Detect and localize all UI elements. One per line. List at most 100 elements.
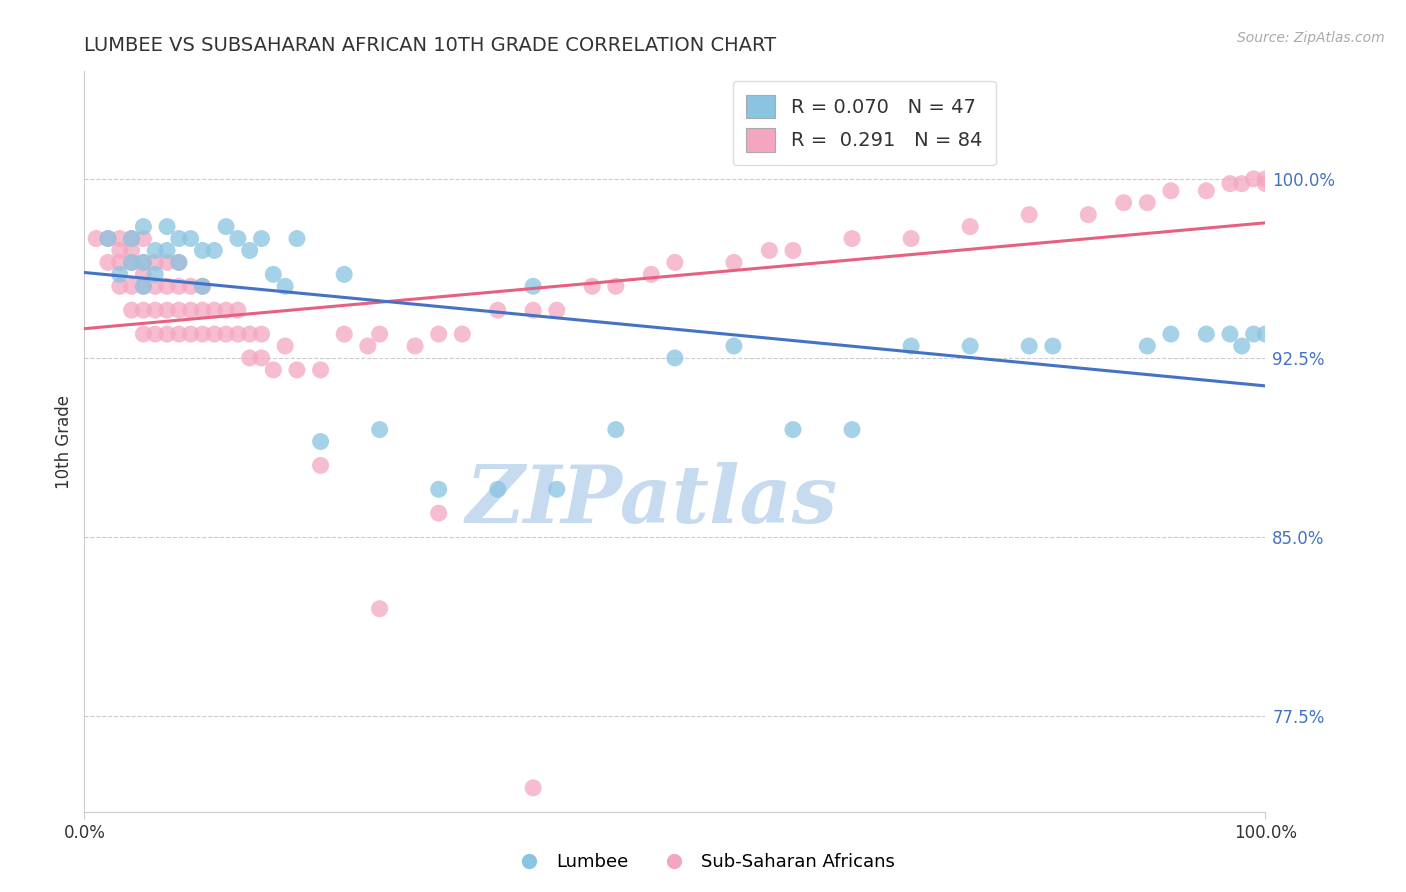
Point xyxy=(156,219,179,234)
Point xyxy=(132,279,155,293)
Text: ZIPatlas: ZIPatlas xyxy=(465,462,838,540)
Point xyxy=(180,327,202,342)
Point xyxy=(121,303,143,318)
Text: LUMBEE VS SUBSAHARAN AFRICAN 10TH GRADE CORRELATION CHART: LUMBEE VS SUBSAHARAN AFRICAN 10TH GRADE … xyxy=(84,36,776,54)
Point xyxy=(1254,177,1277,191)
Point xyxy=(132,303,155,318)
Point xyxy=(97,231,120,245)
Point xyxy=(451,327,474,342)
Point xyxy=(239,351,262,365)
Point xyxy=(1230,339,1253,353)
Legend: Lumbee, Sub-Saharan Africans: Lumbee, Sub-Saharan Africans xyxy=(503,847,903,879)
Point xyxy=(723,255,745,269)
Point xyxy=(84,231,107,245)
Point xyxy=(121,231,143,245)
Point xyxy=(132,231,155,245)
Point xyxy=(202,303,225,318)
Point xyxy=(132,268,155,282)
Point xyxy=(167,255,190,269)
Point xyxy=(239,327,262,342)
Point xyxy=(191,279,214,293)
Point xyxy=(121,255,143,269)
Point xyxy=(486,483,509,497)
Point xyxy=(581,279,603,293)
Point xyxy=(143,327,166,342)
Point xyxy=(723,339,745,353)
Point xyxy=(959,219,981,234)
Point xyxy=(368,423,391,437)
Point xyxy=(1195,327,1218,342)
Point xyxy=(97,255,120,269)
Point xyxy=(121,279,143,293)
Point xyxy=(156,303,179,318)
Point xyxy=(782,423,804,437)
Point xyxy=(143,303,166,318)
Point xyxy=(782,244,804,258)
Point xyxy=(108,268,131,282)
Point xyxy=(108,231,131,245)
Point xyxy=(250,327,273,342)
Point xyxy=(522,780,544,795)
Point xyxy=(285,231,308,245)
Point xyxy=(180,303,202,318)
Point xyxy=(546,303,568,318)
Point xyxy=(97,231,120,245)
Point xyxy=(215,303,238,318)
Point xyxy=(250,231,273,245)
Point xyxy=(239,244,262,258)
Text: Source: ZipAtlas.com: Source: ZipAtlas.com xyxy=(1237,31,1385,45)
Point xyxy=(202,327,225,342)
Point xyxy=(226,327,249,342)
Point xyxy=(1160,327,1182,342)
Point xyxy=(605,423,627,437)
Point xyxy=(191,279,214,293)
Point xyxy=(1219,327,1241,342)
Point xyxy=(143,255,166,269)
Point xyxy=(404,339,426,353)
Point xyxy=(1136,195,1159,210)
Point xyxy=(156,279,179,293)
Point xyxy=(262,363,284,377)
Point xyxy=(1160,184,1182,198)
Point xyxy=(333,268,356,282)
Point xyxy=(167,231,190,245)
Point xyxy=(226,231,249,245)
Point xyxy=(546,483,568,497)
Point xyxy=(132,327,155,342)
Point xyxy=(486,303,509,318)
Point xyxy=(900,231,922,245)
Point xyxy=(215,219,238,234)
Point xyxy=(368,327,391,342)
Point xyxy=(121,255,143,269)
Point xyxy=(309,434,332,449)
Point xyxy=(1254,171,1277,186)
Point xyxy=(1219,177,1241,191)
Point xyxy=(522,279,544,293)
Point xyxy=(156,244,179,258)
Point xyxy=(108,244,131,258)
Point xyxy=(180,279,202,293)
Point xyxy=(143,279,166,293)
Point xyxy=(1243,327,1265,342)
Point xyxy=(605,279,627,293)
Point xyxy=(274,279,297,293)
Point xyxy=(368,601,391,615)
Point xyxy=(191,303,214,318)
Point xyxy=(640,268,662,282)
Point xyxy=(285,363,308,377)
Point xyxy=(758,244,780,258)
Point xyxy=(427,483,450,497)
Point xyxy=(262,268,284,282)
Legend: R = 0.070   N = 47, R =  0.291   N = 84: R = 0.070 N = 47, R = 0.291 N = 84 xyxy=(733,81,995,166)
Point xyxy=(132,279,155,293)
Y-axis label: 10th Grade: 10th Grade xyxy=(55,394,73,489)
Point xyxy=(427,327,450,342)
Point xyxy=(1195,184,1218,198)
Point xyxy=(959,339,981,353)
Point xyxy=(143,244,166,258)
Point xyxy=(180,231,202,245)
Point xyxy=(427,506,450,520)
Point xyxy=(274,339,297,353)
Point xyxy=(121,231,143,245)
Point xyxy=(357,339,380,353)
